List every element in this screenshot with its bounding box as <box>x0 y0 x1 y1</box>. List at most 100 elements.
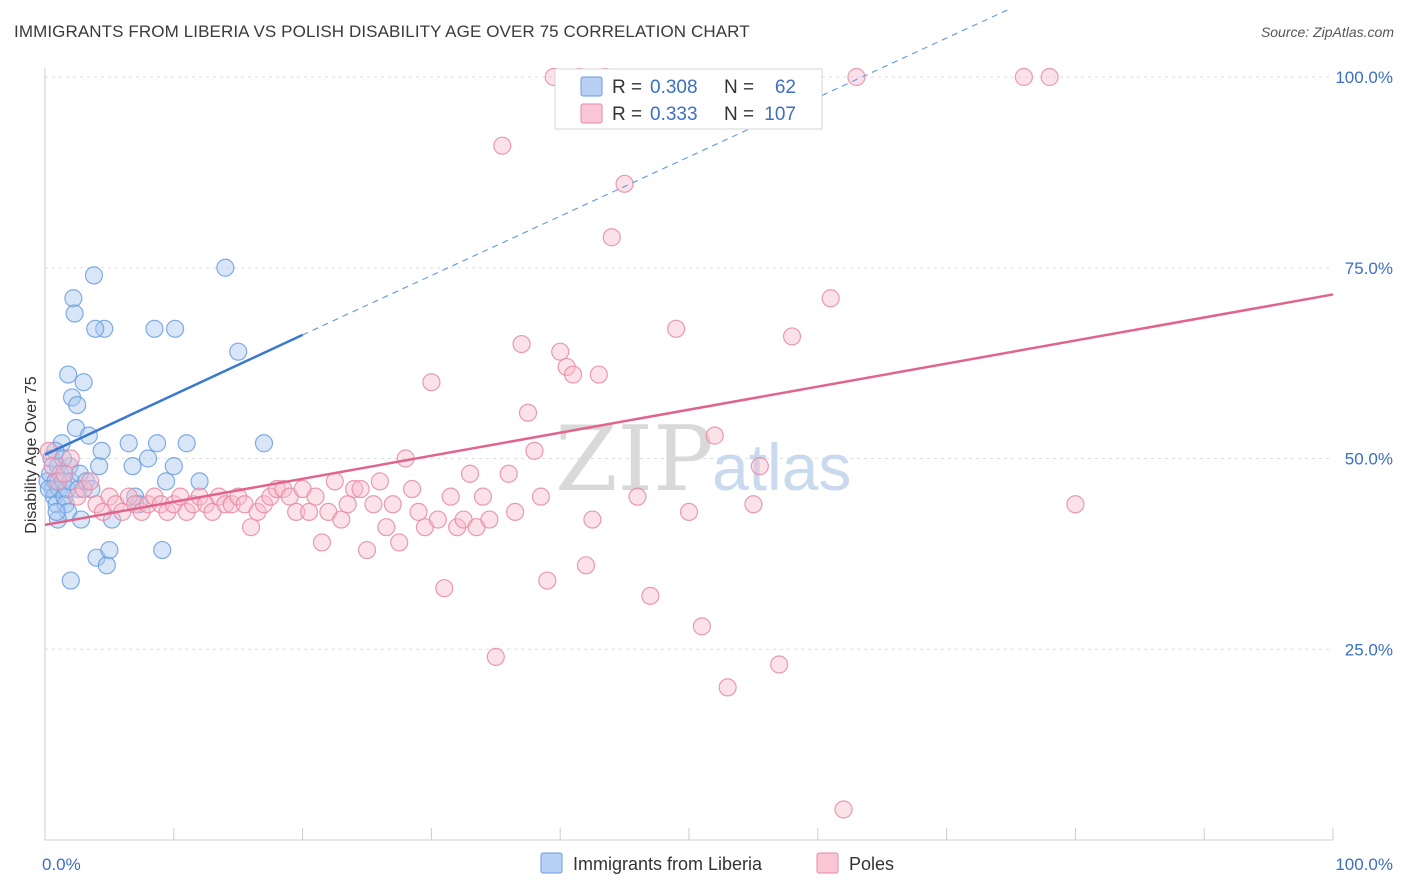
poles-point-53 <box>377 518 396 537</box>
liberia-point-32 <box>89 457 109 476</box>
poles-point-80 <box>551 342 570 361</box>
legend-box: R = 0.308 N = 62 R = 0.333 N = 107 <box>554 68 823 130</box>
poles-point-22 <box>177 502 196 522</box>
y-axis-label: Disability Age Over 75 <box>23 376 40 534</box>
poles-point-64 <box>448 518 467 537</box>
poles-point-55 <box>390 533 409 552</box>
liberia-point-53 <box>156 472 176 491</box>
legend-n-label-2: N = <box>724 104 754 125</box>
poles-point-86 <box>589 365 608 384</box>
poles-point-51 <box>364 495 383 514</box>
liberia-point-46 <box>123 457 142 476</box>
poles-point-29 <box>222 495 241 514</box>
poles-point-45 <box>325 472 344 491</box>
poles-point-33 <box>248 502 267 522</box>
poles-point-100 <box>782 327 802 346</box>
liberia-point-55 <box>165 319 185 338</box>
poles-point-102 <box>834 800 853 819</box>
liberia-point-39 <box>59 365 78 384</box>
poles-point-74 <box>512 334 531 354</box>
liberia-point-24 <box>70 464 89 483</box>
poles-point-47 <box>338 495 357 514</box>
liberia-point-50 <box>145 319 164 338</box>
poles-point-13 <box>119 487 138 506</box>
poles-point-70 <box>486 647 505 666</box>
liberia-point-54 <box>164 457 183 476</box>
poles-point-101 <box>821 289 840 308</box>
bottom-legend-swatch-poles <box>816 852 839 874</box>
poles-point-71 <box>493 136 512 155</box>
poles-point-30 <box>229 487 248 506</box>
poles-trend-line <box>44 293 1334 527</box>
poles-point-42 <box>306 487 325 506</box>
legend-r-value-1: 0.308 <box>650 77 698 98</box>
poles-point-76 <box>525 441 544 460</box>
data-points <box>38 67 1085 819</box>
liberia-point-38 <box>86 319 105 338</box>
x-axis-ticks <box>44 828 1334 840</box>
legend-n-value-2: 107 <box>764 104 796 125</box>
poles-point-43 <box>312 533 332 552</box>
poles-point-104 <box>1014 67 1033 87</box>
poles-point-97 <box>744 495 763 514</box>
liberia-point-19 <box>64 289 83 308</box>
poles-point-99 <box>770 655 789 674</box>
poles-point-4 <box>61 449 80 468</box>
bottom-legend-swatch-liberia <box>540 852 563 874</box>
poles-point-41 <box>299 502 319 522</box>
poles-point-61 <box>428 510 447 529</box>
poles-point-68 <box>473 487 493 506</box>
liberia-point-52 <box>153 540 172 560</box>
poles-point-46 <box>332 510 351 529</box>
poles-point-77 <box>531 487 550 506</box>
y-axis-tick-labels: 100.0% 75.0% 50.0% 25.0% <box>1335 68 1393 659</box>
poles-point-94 <box>692 617 711 636</box>
poles-point-95 <box>705 426 724 445</box>
poles-point-48 <box>345 479 364 499</box>
liberia-point-56 <box>177 434 196 453</box>
liberia-point-60 <box>254 434 274 453</box>
liberia-point-49 <box>138 449 158 468</box>
poles-point-5 <box>68 487 87 506</box>
poles-point-106 <box>1066 495 1085 514</box>
legend-swatch-liberia <box>580 76 603 97</box>
bottom-legend: Immigrants from Liberia Poles <box>540 852 894 874</box>
poles-point-62 <box>435 579 454 598</box>
poles-point-91 <box>641 586 660 605</box>
liberia-point-43 <box>47 502 66 522</box>
poles-point-54 <box>383 495 402 514</box>
liberia-point-36 <box>100 540 119 560</box>
legend-r-label-1: R = <box>612 77 642 98</box>
poles-point-34 <box>254 495 274 514</box>
poles-point-58 <box>409 502 428 522</box>
y-tick-label-0: 100.0% <box>1335 68 1393 87</box>
poles-point-7 <box>80 472 100 491</box>
poles-point-49 <box>351 479 370 499</box>
poles-point-60 <box>422 373 441 392</box>
y-tick-label-2: 50.0% <box>1345 450 1393 469</box>
liberia-point-51 <box>147 434 167 453</box>
poles-point-85 <box>583 510 602 529</box>
poles-point-2 <box>48 472 67 491</box>
liberia-trend-line <box>44 333 304 456</box>
legend-n-label-1: N = <box>724 77 754 98</box>
poles-point-37 <box>274 479 293 499</box>
liberia-point-20 <box>65 304 84 323</box>
legend-swatch-poles <box>580 103 603 124</box>
liberia-point-58 <box>216 258 235 277</box>
poles-point-84 <box>576 556 596 575</box>
poles-point-82 <box>563 365 583 384</box>
poles-point-63 <box>441 487 460 506</box>
y-tick-label-3: 25.0% <box>1345 640 1393 659</box>
watermark-atlas: atlas <box>712 430 851 504</box>
poles-point-32 <box>241 518 261 537</box>
poles-point-39 <box>287 502 306 522</box>
chart-source: Source: ZipAtlas.com <box>1260 24 1394 40</box>
gridlines <box>45 76 1333 650</box>
poles-point-92 <box>667 319 686 338</box>
poles-point-10 <box>100 487 119 506</box>
poles-point-69 <box>480 510 499 529</box>
liberia-point-35 <box>97 556 116 575</box>
poles-point-0 <box>39 441 58 460</box>
